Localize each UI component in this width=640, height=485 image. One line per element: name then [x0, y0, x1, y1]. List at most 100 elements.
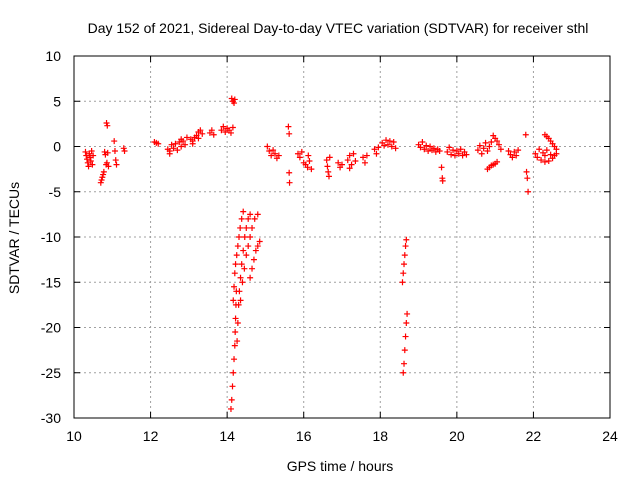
data-point	[197, 127, 204, 134]
x-tick-label: 10	[66, 428, 82, 444]
data-point	[239, 279, 246, 286]
y-tick-label: 10	[45, 48, 61, 64]
data-point	[459, 152, 466, 159]
data-point	[390, 138, 397, 145]
data-point	[538, 157, 545, 164]
data-point	[497, 146, 504, 153]
data-point	[222, 129, 229, 136]
data-point	[401, 261, 408, 268]
data-point	[425, 148, 432, 155]
data-point	[249, 265, 256, 272]
data-point	[545, 157, 552, 164]
data-point	[174, 147, 181, 154]
data-point	[400, 369, 407, 376]
data-point	[199, 130, 206, 137]
data-point	[101, 148, 108, 155]
data-point	[231, 96, 238, 103]
y-tick-label: -30	[41, 410, 61, 426]
data-point	[296, 154, 303, 161]
data-point	[88, 148, 95, 155]
data-point	[241, 265, 248, 272]
data-point	[541, 152, 548, 159]
data-point	[463, 151, 470, 158]
data-point	[272, 150, 278, 157]
data-point	[240, 247, 247, 254]
data-point	[457, 146, 464, 153]
data-point	[254, 243, 261, 250]
data-point	[231, 283, 238, 290]
data-point	[541, 158, 548, 165]
data-point	[234, 243, 241, 250]
data-point	[513, 152, 520, 159]
data-point	[84, 159, 91, 166]
data-point	[121, 148, 128, 155]
data-point	[112, 157, 119, 164]
data-point	[111, 138, 118, 145]
data-point	[286, 130, 293, 137]
data-point	[286, 179, 293, 186]
x-tick-label: 18	[372, 428, 388, 444]
data-point	[220, 123, 227, 130]
data-point	[444, 148, 451, 155]
data-point	[392, 145, 399, 152]
data-point	[235, 301, 242, 308]
grid-lines	[74, 56, 610, 418]
data-point	[400, 270, 407, 277]
data-point	[256, 238, 263, 245]
data-point	[436, 148, 443, 155]
data-point	[324, 163, 331, 170]
data-point	[480, 145, 487, 152]
data-point	[250, 256, 257, 263]
data-point	[547, 151, 554, 158]
data-point	[234, 319, 241, 326]
data-point	[419, 138, 426, 145]
data-point	[113, 161, 120, 168]
data-point	[111, 148, 118, 155]
data-point	[264, 143, 271, 150]
data-point	[421, 146, 428, 153]
data-point	[183, 134, 190, 141]
data-point	[170, 145, 177, 152]
data-point	[231, 356, 238, 363]
data-point	[218, 127, 225, 134]
data-point	[361, 159, 368, 166]
data-point	[166, 150, 173, 157]
data-point	[532, 150, 539, 157]
data-point	[373, 150, 380, 157]
data-point	[247, 211, 254, 218]
data-point	[103, 159, 110, 166]
chart-title: Day 152 of 2021, Sidereal Day-to-day VTE…	[88, 20, 589, 36]
data-point	[455, 150, 462, 157]
x-tick-label: 24	[602, 428, 618, 444]
data-point	[511, 148, 518, 155]
data-point	[346, 165, 353, 172]
data-point	[339, 161, 345, 168]
data-point	[360, 154, 367, 161]
y-axis-label: SDTVAR / TECUs	[6, 182, 22, 294]
axis-ticks: 10 12 14 16 18 20 22 24 10 5 0 -5 -10 -15 -20 -25 -30	[41, 48, 618, 444]
y-tick-label: 0	[53, 139, 61, 155]
data-point	[243, 224, 250, 231]
data-point	[439, 177, 446, 184]
data-point	[427, 143, 434, 150]
data-point	[450, 147, 457, 154]
data-points	[82, 95, 560, 412]
data-point	[344, 157, 351, 164]
data-point	[252, 247, 259, 254]
data-point	[178, 143, 185, 150]
data-point	[488, 138, 495, 145]
data-point	[525, 188, 532, 195]
data-point	[375, 144, 382, 151]
data-point	[403, 319, 410, 326]
data-point	[228, 396, 235, 403]
data-point	[446, 144, 453, 151]
data-point	[305, 152, 312, 159]
data-point	[87, 154, 94, 161]
data-point	[494, 138, 501, 145]
data-point	[524, 175, 531, 182]
data-point	[371, 146, 378, 153]
data-point	[268, 152, 275, 159]
data-point	[89, 161, 96, 168]
